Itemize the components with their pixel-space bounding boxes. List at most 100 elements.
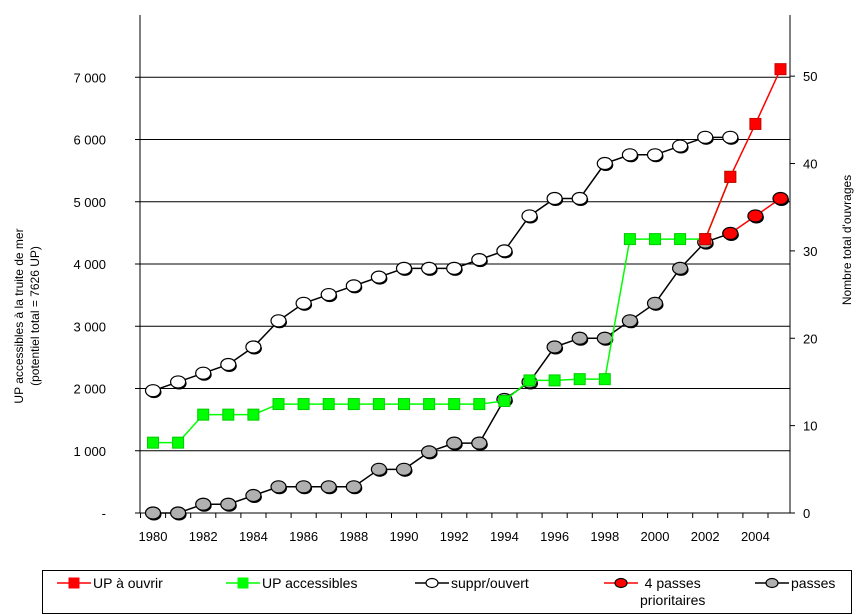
x-tick-label: 1996 xyxy=(540,529,569,544)
legend-label: 4 passes prioritaires xyxy=(640,575,706,608)
data-point xyxy=(270,480,287,494)
data-point xyxy=(270,314,287,328)
x-tick-label: 1994 xyxy=(490,529,519,544)
data-point xyxy=(446,436,463,450)
legend-label: suppr/ouvert xyxy=(451,575,529,591)
right-tick-label: 40 xyxy=(803,157,817,172)
data-point xyxy=(372,398,385,411)
legend-marker-white-circle xyxy=(415,577,449,589)
data-point xyxy=(548,374,561,387)
data-point xyxy=(471,253,488,267)
data-point xyxy=(496,244,513,258)
legend-item-passes: passes xyxy=(755,575,835,592)
right-axis-label: Nombre total d'ouvrages xyxy=(840,175,854,305)
data-point xyxy=(370,270,387,284)
legend-label: UP à ouvrir xyxy=(93,575,163,591)
legend-item-suppr-ouvert: suppr/ouvert xyxy=(415,575,529,592)
series-line xyxy=(704,68,782,240)
x-tick-label: 1992 xyxy=(440,529,469,544)
data-point xyxy=(322,398,335,411)
data-point xyxy=(448,398,461,411)
data-point xyxy=(197,408,210,421)
left-tick-label: 5 000 xyxy=(73,195,106,210)
data-point xyxy=(295,296,312,310)
data-point xyxy=(598,373,611,386)
data-point xyxy=(471,436,488,450)
legend-item-4-passes-prioritaires: 4 passes prioritaires xyxy=(604,575,705,609)
data-point xyxy=(699,233,712,246)
data-point xyxy=(546,340,563,354)
legend-marker-red-circle xyxy=(604,577,638,589)
data-point xyxy=(571,191,588,206)
data-point xyxy=(724,170,737,183)
legend-label: UP accessibles xyxy=(262,575,358,591)
data-point xyxy=(220,357,237,372)
data-point xyxy=(446,261,463,275)
left-tick-label: - xyxy=(102,506,106,521)
right-tick-label: 10 xyxy=(803,419,817,434)
data-point xyxy=(144,384,162,398)
data-point xyxy=(674,233,687,246)
legend-item-up-accessibles: UP accessibles xyxy=(226,575,357,592)
data-point xyxy=(421,261,438,275)
data-point xyxy=(195,497,212,511)
data-point xyxy=(621,314,639,328)
x-tick-label: 1986 xyxy=(289,529,318,544)
data-point xyxy=(320,287,337,302)
right-tick-label: 30 xyxy=(803,244,817,259)
x-tick-label: 1982 xyxy=(189,529,218,544)
series-layer xyxy=(144,63,789,521)
data-point xyxy=(295,480,312,494)
x-tick-label: 1990 xyxy=(390,529,419,544)
data-point xyxy=(320,480,337,494)
data-point xyxy=(772,191,789,206)
data-point xyxy=(646,296,664,310)
right-tick-label: 50 xyxy=(803,69,817,84)
data-point xyxy=(774,63,787,76)
left-tick-label: 2 000 xyxy=(73,382,106,397)
data-point xyxy=(596,331,613,345)
data-point xyxy=(297,398,310,411)
data-point xyxy=(421,445,438,459)
axes xyxy=(135,15,795,518)
data-point xyxy=(395,462,413,476)
data-point xyxy=(498,394,511,407)
x-tick-label: 1998 xyxy=(590,529,619,544)
series-line xyxy=(153,176,731,444)
x-tick-label: 2002 xyxy=(691,529,720,544)
data-point xyxy=(147,436,159,449)
x-tick-label: 2000 xyxy=(641,529,670,544)
left-tick-label: 4 000 xyxy=(73,257,106,272)
data-point xyxy=(722,130,739,144)
data-point xyxy=(573,373,586,386)
legend-marker-gray-circle xyxy=(755,577,789,589)
left-tick-label: 6 000 xyxy=(73,133,106,148)
left-tick-label: 7 000 xyxy=(73,70,106,85)
data-point xyxy=(722,226,739,241)
data-point xyxy=(195,366,212,380)
x-tick-label: 1984 xyxy=(239,529,268,544)
data-point xyxy=(395,261,413,275)
x-tick-label: 1988 xyxy=(339,529,368,544)
data-point xyxy=(398,398,410,411)
data-point xyxy=(345,279,362,293)
data-point xyxy=(546,191,563,206)
data-point xyxy=(671,139,689,153)
data-point xyxy=(347,398,360,411)
data-point xyxy=(272,398,285,411)
data-point xyxy=(370,462,387,476)
data-point xyxy=(247,408,260,421)
data-point xyxy=(245,340,262,354)
data-point xyxy=(646,148,664,162)
data-point xyxy=(621,148,639,162)
left-axis-label-line2: (potentiel total = 7626 UP) xyxy=(28,246,42,386)
x-tick-label: 1980 xyxy=(139,529,168,544)
data-point xyxy=(170,506,187,520)
data-point xyxy=(649,233,661,246)
right-tick-label: 20 xyxy=(803,331,817,346)
data-point xyxy=(596,156,613,171)
tick-labels: - 1 000 2 000 3 000 4 000 5 000 6 000 7 000 0 10 2… xyxy=(73,69,817,544)
data-point xyxy=(222,408,235,421)
data-point xyxy=(747,209,764,223)
data-point xyxy=(697,130,714,144)
